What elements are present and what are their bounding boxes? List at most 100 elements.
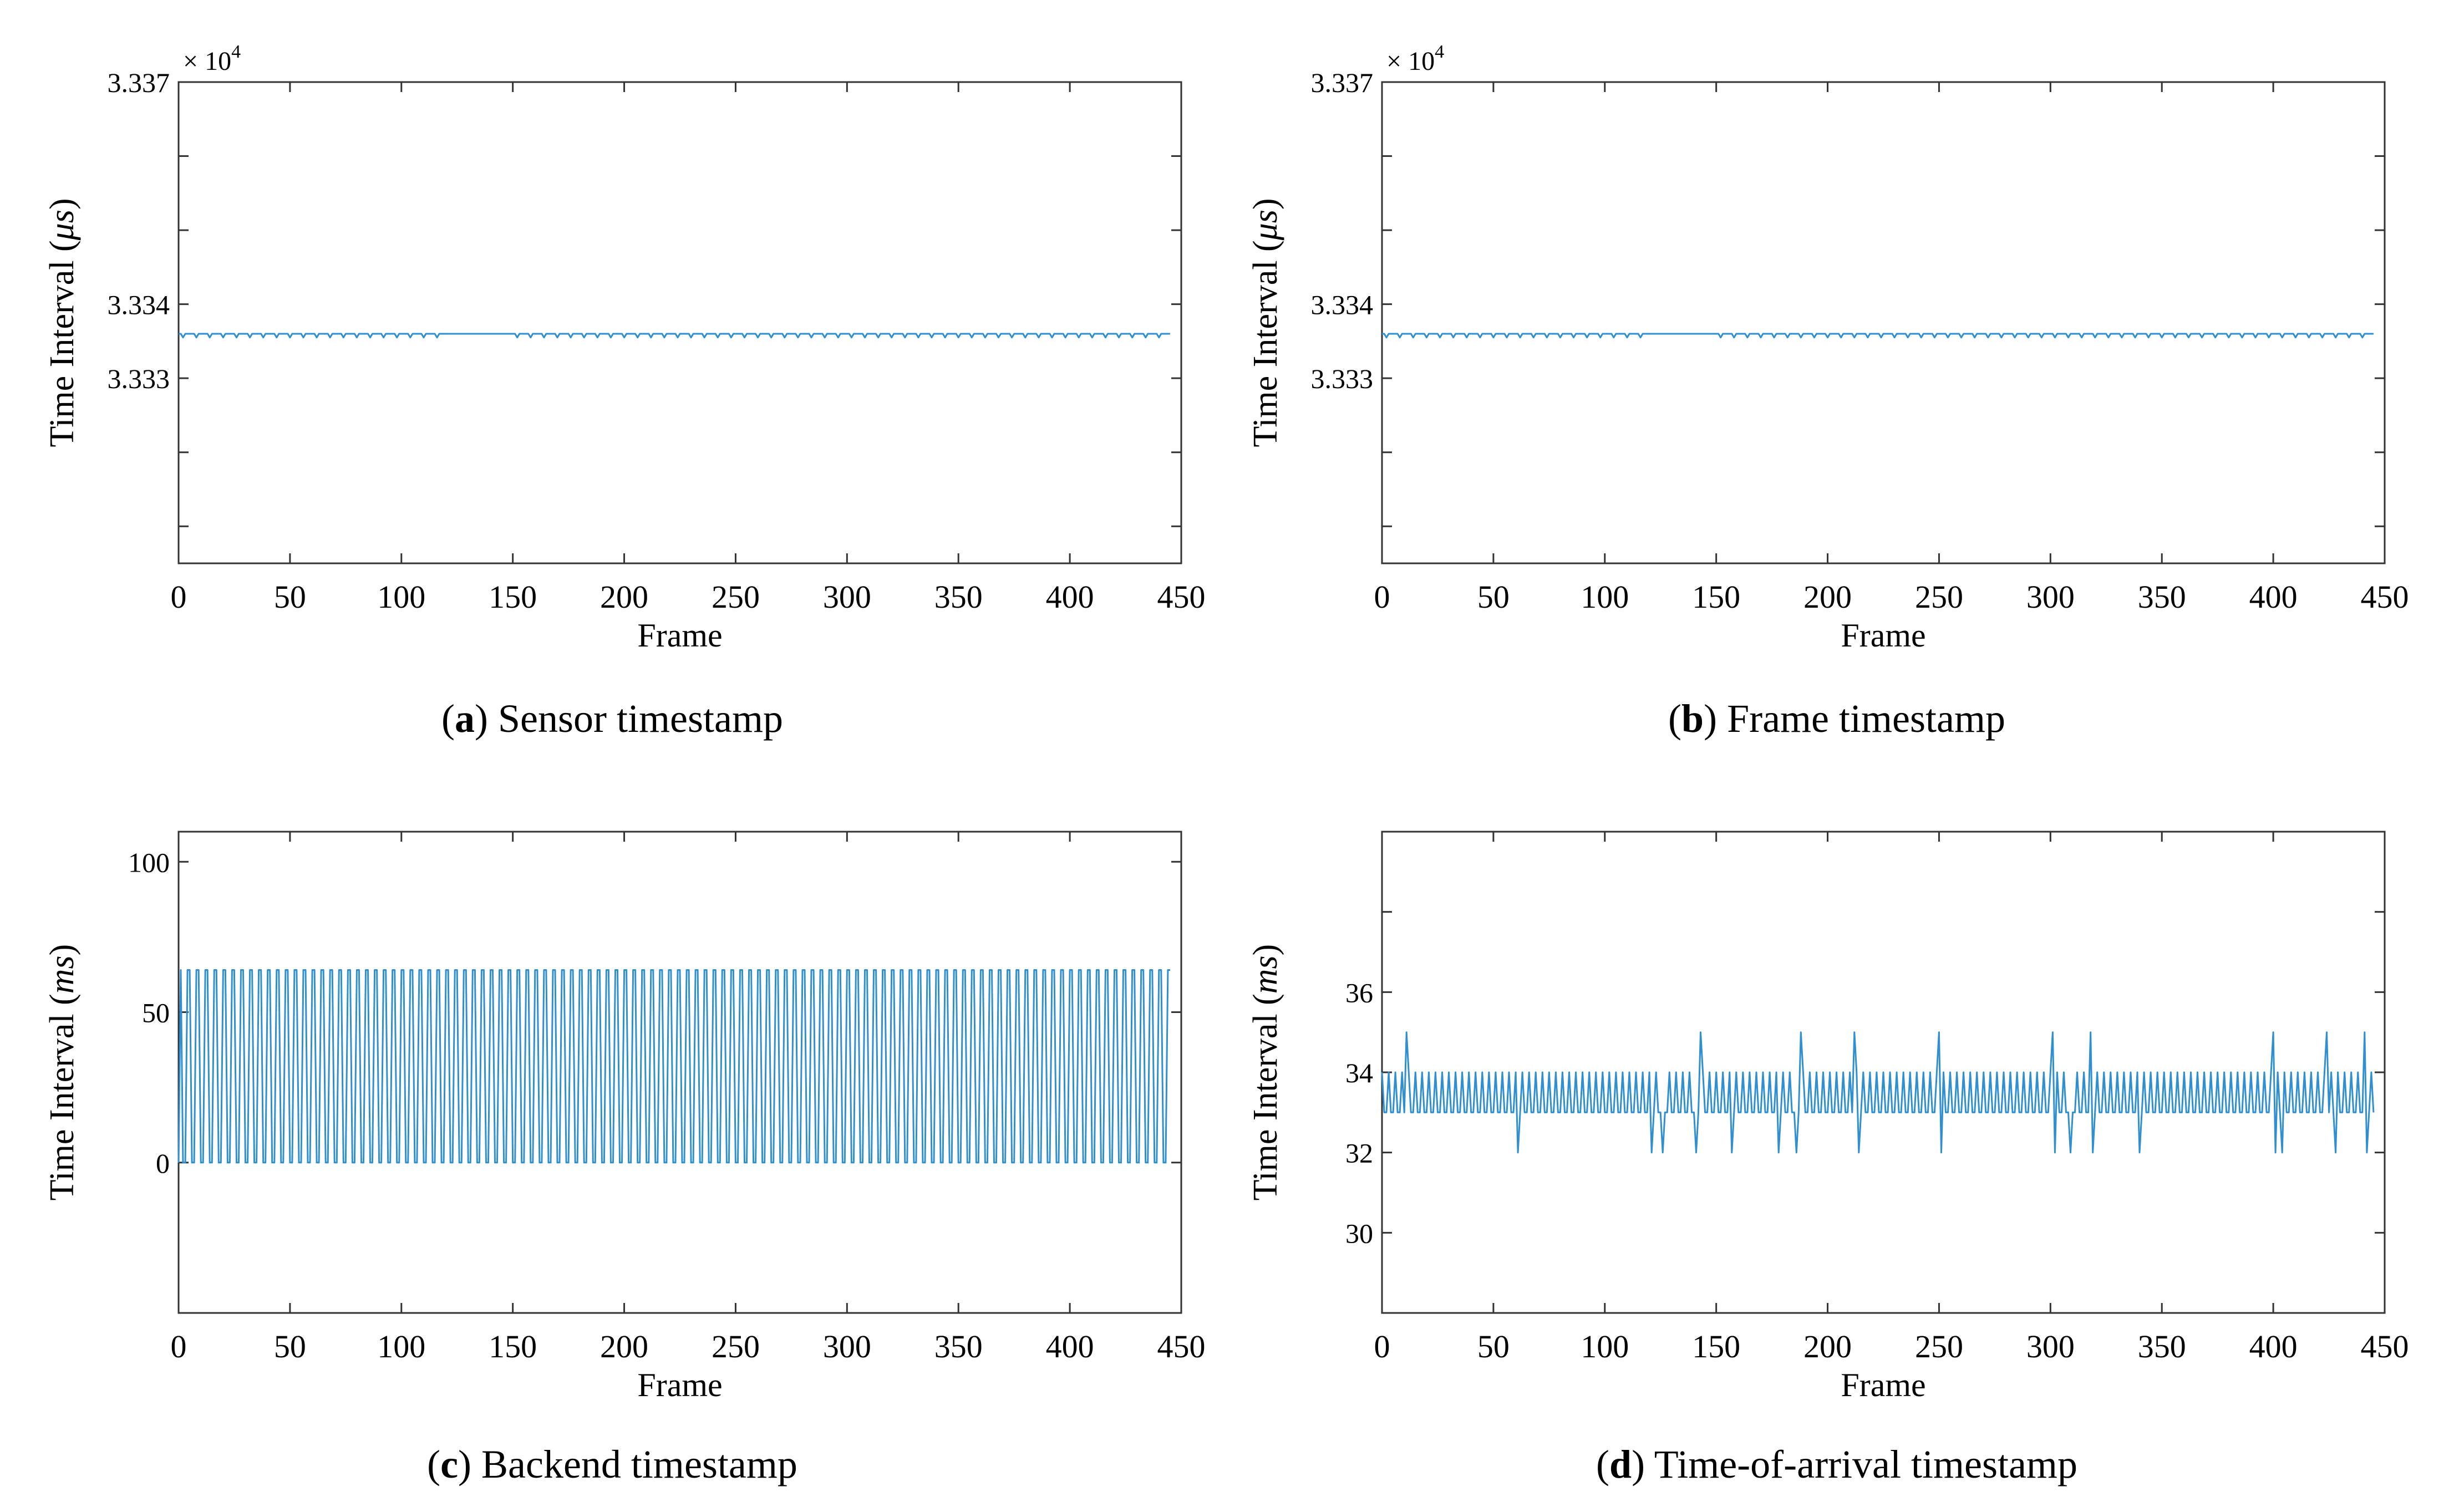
caption-d-letter: d: [1609, 1442, 1632, 1486]
x-tick-label-a-9: 450: [1157, 579, 1206, 615]
y-tick-label-b-2: 3.337: [1311, 67, 1374, 98]
plot-area-c: [177, 831, 1182, 1314]
x-tick-label-d-1: 50: [1477, 1328, 1510, 1365]
x-tick-label-d-6: 300: [2026, 1328, 2075, 1365]
x-tick-label-a-8: 400: [1046, 579, 1094, 615]
series-line-a: [179, 333, 1170, 339]
chart-d: 0 50 100 150 200 250 300 350 400 450 30 32 34 36 Frame…: [1247, 831, 2409, 1403]
y-tick-label-a-2: 3.337: [108, 67, 170, 98]
x-tick-label-b-4: 200: [1803, 579, 1852, 615]
x-tick-label-a-7: 350: [934, 579, 983, 615]
x-tick-label-b-3: 150: [1692, 579, 1740, 615]
x-tick-label-b-6: 300: [2026, 579, 2075, 615]
exponent-power-b: 4: [1435, 42, 1444, 62]
x-tick-label-b-7: 350: [2138, 579, 2186, 615]
x-tick-label-a-6: 300: [823, 579, 871, 615]
x-tick-label-a-3: 150: [489, 579, 537, 615]
y-tick-label-a-0: 3.333: [108, 363, 170, 394]
y-axis-label-prefix-b: Time Interval (: [1247, 240, 1284, 447]
y-tick-label-c-2: 100: [128, 847, 170, 878]
y-axis-label-prefix-a: Time Interval (: [43, 240, 81, 447]
exponent-base-a: × 10: [183, 47, 231, 76]
x-tick-label-c-3: 150: [489, 1328, 537, 1365]
y-tick-label-d-1: 32: [1345, 1138, 1373, 1169]
y-axis-label-d: Time Interval (ms): [1247, 944, 1284, 1201]
caption-c: (c) Backend timestamp: [427, 1442, 797, 1486]
y-axis-label-c: Time Interval (ms): [43, 944, 81, 1201]
y-tick-label-d-3: 36: [1345, 977, 1373, 1008]
x-tick-label-c-5: 250: [712, 1328, 760, 1365]
y-tick-label-b-1: 3.334: [1311, 289, 1374, 320]
caption-b-letter: b: [1681, 696, 1704, 741]
y-axis-label-suffix-d: ): [1247, 944, 1284, 956]
x-tick-label-b-9: 450: [2361, 579, 2409, 615]
x-axis-label-a: Frame: [637, 617, 722, 654]
plot-area-b: [1381, 81, 2386, 564]
y-axis-label-suffix-b: ): [1247, 198, 1284, 210]
y-tick-label-c-0: 0: [156, 1148, 170, 1179]
x-tick-label-a-0: 0: [171, 579, 187, 615]
x-tick-label-d-7: 350: [2138, 1328, 2186, 1365]
x-tick-label-c-2: 100: [377, 1328, 425, 1365]
chart-c: 0 50 100 150 200 250 300 350 400 450 0 50 100 Frame Ti…: [43, 831, 1206, 1403]
y-tick-label-c-1: 50: [142, 997, 170, 1029]
x-tick-label-c-0: 0: [171, 1328, 187, 1365]
x-tick-label-d-9: 450: [2361, 1328, 2409, 1365]
caption-c-letter: c: [440, 1442, 459, 1486]
y-axis-label-unit-b: μs: [1247, 210, 1284, 241]
caption-d: (d) Time-of-arrival timestamp: [1596, 1442, 2077, 1486]
plot-area-a: [177, 81, 1182, 564]
series-line-d: [1381, 1031, 2375, 1154]
x-tick-label-a-2: 100: [377, 579, 425, 615]
chart-a: 0 50 100 150 200 250 300 350 400 450 3.333 3.334 3.3…: [43, 42, 1206, 654]
y-tick-label-d-0: 30: [1345, 1218, 1373, 1249]
exponent-label-b: × 104: [1386, 42, 1444, 76]
x-axis-label-d: Frame: [1841, 1367, 1925, 1403]
y-axis-label-unit-a: μs: [43, 210, 81, 241]
chart-b: 0 50 100 150 200 250 300 350 400 450 3.333 3.334 3.3…: [1247, 42, 2409, 654]
y-axis-label-b: Time Interval (μs): [1247, 198, 1284, 447]
x-tick-label-c-9: 450: [1157, 1328, 1206, 1365]
y-axis-label-prefix-d: Time Interval (: [1247, 994, 1284, 1200]
x-tick-label-d-2: 100: [1581, 1328, 1629, 1365]
x-tick-label-c-1: 50: [274, 1328, 306, 1365]
caption-a: (a) Sensor timestamp: [441, 696, 783, 741]
series-line-b: [1382, 333, 2374, 339]
x-tick-label-a-5: 250: [712, 579, 760, 615]
y-tick-label-a-1: 3.334: [108, 289, 170, 320]
caption-a-text: Sensor timestamp: [498, 696, 783, 741]
x-tick-label-b-0: 0: [1374, 579, 1390, 615]
x-tick-label-d-0: 0: [1374, 1328, 1390, 1365]
x-tick-label-b-5: 250: [1915, 579, 1963, 615]
caption-b: (b) Frame timestamp: [1668, 696, 2005, 741]
y-axis-label-unit-c: ms: [43, 955, 81, 994]
x-tick-label-a-4: 200: [600, 579, 648, 615]
series-line-c: [177, 969, 1170, 1164]
x-tick-label-c-7: 350: [934, 1328, 983, 1365]
x-tick-label-b-1: 50: [1477, 579, 1510, 615]
x-tick-label-d-5: 250: [1915, 1328, 1963, 1365]
y-axis-label-prefix-c: Time Interval (: [43, 994, 81, 1200]
x-axis-label-b: Frame: [1841, 617, 1925, 654]
caption-d-text: Time-of-arrival timestamp: [1654, 1442, 2077, 1486]
exponent-power-a: 4: [231, 42, 241, 62]
y-axis-label-suffix-a: ): [43, 198, 81, 210]
x-tick-label-c-4: 200: [600, 1328, 648, 1365]
caption-a-letter: a: [455, 696, 475, 741]
y-axis-label-a: Time Interval (μs): [43, 198, 81, 447]
exponent-label-a: × 104: [183, 42, 241, 76]
caption-c-text: Backend timestamp: [481, 1442, 797, 1486]
x-tick-label-b-8: 400: [2249, 579, 2298, 615]
y-tick-label-d-2: 34: [1345, 1057, 1373, 1088]
x-tick-label-a-1: 50: [274, 579, 306, 615]
exponent-base-b: × 10: [1386, 47, 1435, 76]
x-tick-label-c-6: 300: [823, 1328, 871, 1365]
x-tick-label-c-8: 400: [1046, 1328, 1094, 1365]
x-axis-label-c: Frame: [637, 1367, 722, 1403]
y-tick-label-b-0: 3.333: [1311, 363, 1374, 394]
x-tick-label-b-2: 100: [1581, 579, 1629, 615]
x-tick-label-d-4: 200: [1803, 1328, 1852, 1365]
caption-b-text: Frame timestamp: [1727, 696, 2005, 741]
